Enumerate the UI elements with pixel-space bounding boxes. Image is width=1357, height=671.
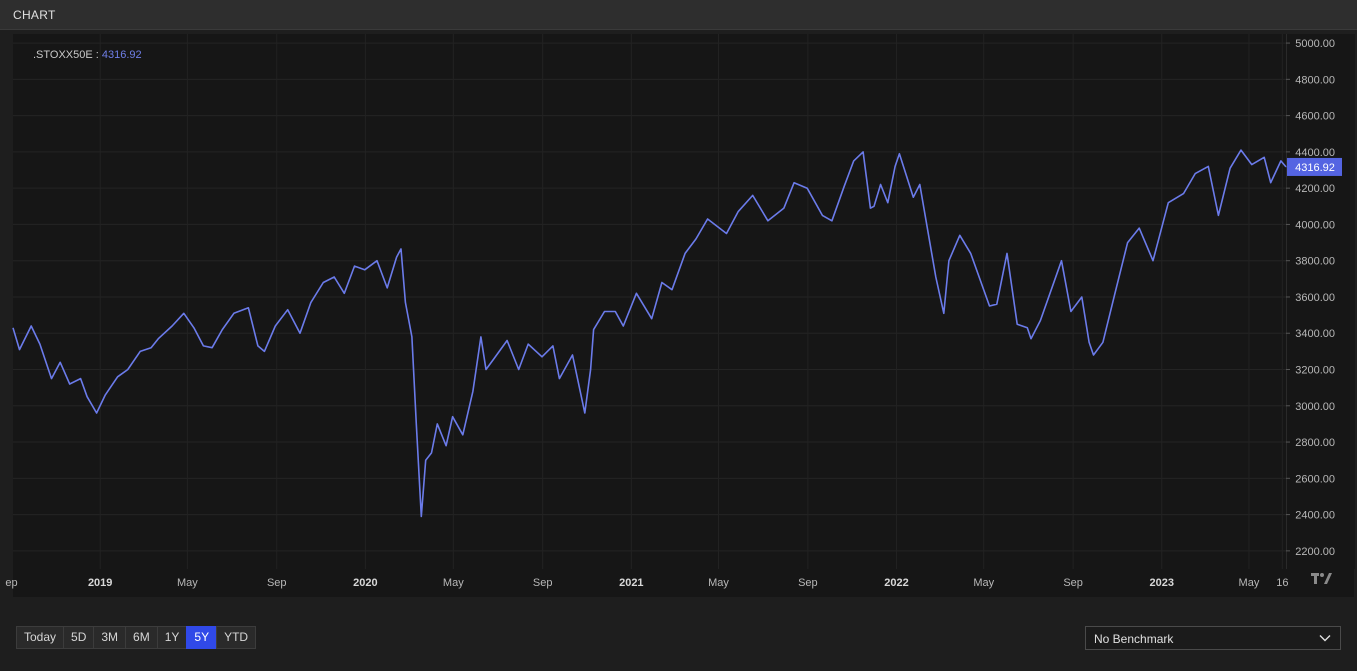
last-price-tag: [1287, 157, 1342, 176]
chevron-down-icon: [1319, 635, 1331, 642]
y-tick-label: 3400.00: [1295, 328, 1335, 340]
panel-title: CHART: [13, 8, 56, 22]
range-button-today[interactable]: Today: [16, 626, 65, 649]
x-tick-label: 2021: [619, 577, 643, 589]
y-tick-label: 4400.00: [1295, 147, 1335, 159]
time-axis[interactable]: [13, 569, 1354, 597]
x-tick-label: 2023: [1150, 577, 1174, 589]
y-tick-label: 2400.00: [1295, 510, 1335, 522]
x-tick-label: Sep: [267, 577, 287, 589]
x-tick-label: May: [177, 577, 198, 589]
y-tick-label: 3200.00: [1295, 365, 1335, 377]
last-price-label: 4316.92: [1295, 162, 1335, 174]
legend-symbol: .STOXX50E :: [33, 49, 99, 61]
chart-legend: .STOXX50E : 4316.92: [33, 49, 142, 61]
benchmark-value: No Benchmark: [1094, 632, 1174, 646]
y-tick-label: 2200.00: [1295, 546, 1335, 558]
range-button-ytd[interactable]: YTD: [216, 626, 257, 649]
y-tick-label: 3600.00: [1295, 292, 1335, 304]
panel-header: CHART: [0, 0, 1357, 30]
range-selector: Today 5D 3M 6M 1Y 5Y YTD: [16, 626, 257, 649]
x-tick-label: Sep: [798, 577, 818, 589]
x-tick-label: 2019: [88, 577, 112, 589]
x-tick-label: 16: [1276, 577, 1288, 589]
chart-plot-area[interactable]: [13, 34, 1286, 569]
range-button-1y[interactable]: 1Y: [156, 626, 188, 649]
x-tick-label: May: [1239, 577, 1260, 589]
y-tick-label: 3000.00: [1295, 401, 1335, 413]
range-button-3m[interactable]: 3M: [93, 626, 127, 649]
y-tick-label: 4600.00: [1295, 111, 1335, 123]
benchmark-select[interactable]: No Benchmark: [1085, 626, 1341, 650]
y-tick-label: 2800.00: [1295, 437, 1335, 449]
series-line: [12, 149, 1287, 518]
y-tick-label: 4000.00: [1295, 219, 1335, 231]
y-tick-label: 2600.00: [1295, 473, 1335, 485]
x-tick-label: 2020: [353, 577, 377, 589]
price-axis[interactable]: [1286, 34, 1355, 569]
tradingview-logo-icon[interactable]: [1311, 571, 1333, 585]
range-button-5d[interactable]: 5D: [63, 626, 95, 649]
y-tick-label: 4200.00: [1295, 183, 1335, 195]
range-button-6m[interactable]: 6M: [125, 626, 158, 649]
x-tick-label: May: [443, 577, 464, 589]
range-button-5y[interactable]: 5Y: [186, 626, 218, 649]
y-tick-label: 5000.00: [1295, 38, 1335, 50]
x-tick-label: Sep: [1063, 577, 1083, 589]
x-tick-label: ep: [5, 577, 17, 589]
y-tick-label: 3800.00: [1295, 256, 1335, 268]
legend-value: 4316.92: [101, 49, 142, 61]
x-tick-label: May: [973, 577, 994, 589]
y-tick-label: 4800.00: [1295, 74, 1335, 86]
x-tick-label: Sep: [533, 577, 553, 589]
x-tick-label: May: [708, 577, 729, 589]
x-tick-label: 2022: [884, 577, 908, 589]
